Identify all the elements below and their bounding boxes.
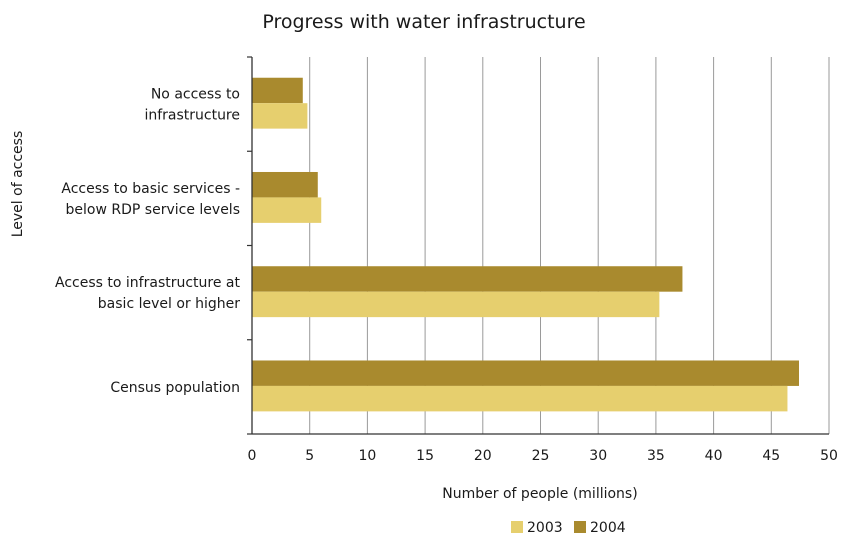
gridlines <box>309 57 830 434</box>
x-tick-label: 25 <box>532 448 550 464</box>
x-tick-label: 40 <box>705 448 723 464</box>
bar-2003 <box>252 103 308 129</box>
y-axis-title: Level of access <box>10 131 26 238</box>
category-labels: No access to infrastructure Access to basi… <box>55 87 240 396</box>
bar-2004 <box>252 360 799 386</box>
bar-2003 <box>252 291 660 318</box>
category-label-line: infrastructure <box>144 108 240 124</box>
x-tick-label: 35 <box>647 448 665 464</box>
category-label-line: Access to infrastructure at <box>55 275 240 291</box>
category-label-line: basic level or higher <box>98 296 240 312</box>
category-label-line: Census population <box>110 380 240 396</box>
chart-title: Progress with water infrastructure <box>262 11 585 33</box>
bar-2004 <box>252 77 303 104</box>
category-label-line: Access to basic services - <box>61 181 240 197</box>
category-label-line: No access to <box>151 87 240 103</box>
x-tick-label: 15 <box>416 448 434 464</box>
category-label: Access to infrastructure at basic level o… <box>55 275 240 312</box>
bar-2003 <box>252 197 322 223</box>
x-tick-label: 0 <box>248 448 257 464</box>
category-label: Census population <box>110 380 240 396</box>
legend: 2003 2004 <box>511 520 626 536</box>
bar-2003 <box>252 385 788 412</box>
x-tick-labels: 0 5 10 15 20 25 30 35 40 45 50 <box>248 448 838 464</box>
bars <box>252 77 799 412</box>
bar-2004 <box>252 171 318 198</box>
x-tick-label: 30 <box>589 448 607 464</box>
legend-label-2004: 2004 <box>590 520 626 536</box>
x-axis-title: Number of people (millions) <box>442 486 637 502</box>
category-label: No access to infrastructure <box>144 87 240 124</box>
bar-2004 <box>252 266 683 292</box>
legend-swatch-2003 <box>511 521 523 533</box>
x-tick-label: 20 <box>474 448 492 464</box>
legend-label-2003: 2003 <box>527 520 563 536</box>
x-tick-label: 45 <box>762 448 780 464</box>
axes <box>247 56 829 435</box>
category-label: Access to basic services - below RDP serv… <box>61 181 240 218</box>
x-tick-label: 5 <box>305 448 314 464</box>
x-tick-label: 50 <box>820 448 838 464</box>
legend-swatch-2004 <box>574 521 586 533</box>
x-tick-label: 10 <box>358 448 376 464</box>
category-label-line: below RDP service levels <box>66 202 240 218</box>
